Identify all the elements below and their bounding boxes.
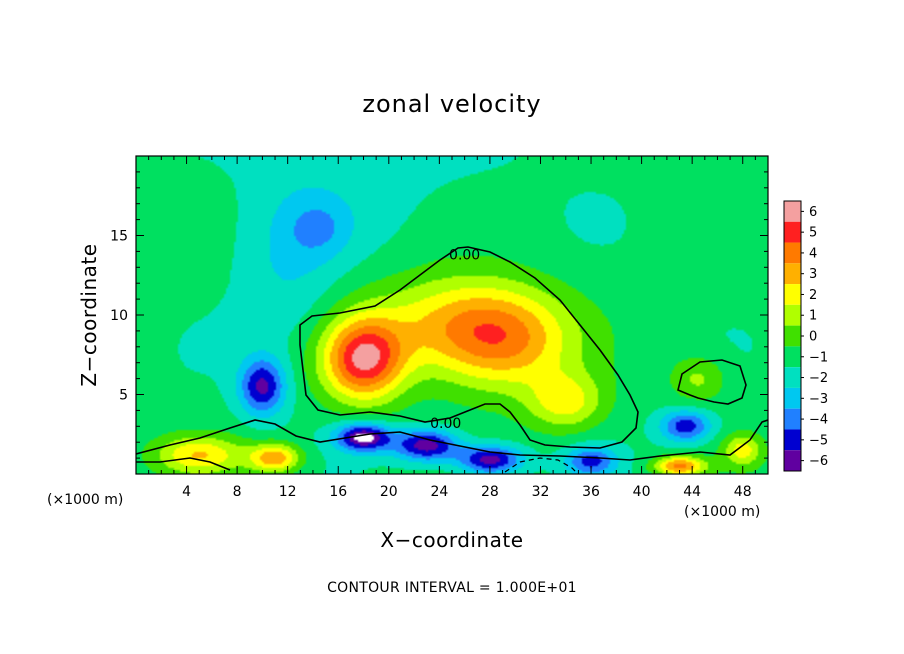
colorbar-label-0: 6 (809, 205, 817, 220)
y-tick-label-5: 5 (119, 388, 128, 404)
colorbar-swatch-5 (784, 304, 801, 326)
zero-contour-main (299, 246, 639, 449)
colorbar-swatch-9 (784, 387, 801, 409)
chart-title: zonal velocity (362, 90, 541, 118)
y-tick-label-15: 15 (110, 229, 128, 245)
zero-contours (136, 246, 768, 474)
colorbar-swatch-11 (784, 429, 801, 451)
colorbar-label-3: 3 (809, 267, 817, 282)
contour-interval-note: CONTOUR INTERVAL = 1.000E+01 (327, 580, 577, 596)
negative-contour-dashed (504, 457, 579, 474)
x-tick-label-28: 28 (481, 484, 499, 500)
colorbar-swatch-8 (784, 367, 801, 388)
x-axis-label: X−coordinate (380, 528, 523, 552)
x-tick-label-44: 44 (683, 484, 701, 500)
x-tick-label-32: 32 (532, 484, 550, 500)
colorbar-swatch-3 (784, 263, 801, 285)
x-axis-ticks: 4 8 12 16 20 24 28 32 36 40 44 48 (148, 156, 756, 500)
colorbar-label-2: 4 (809, 246, 817, 261)
colorbar-swatch-7 (784, 346, 801, 368)
x-unit-left: (×1000 m) (47, 492, 123, 508)
colorbar-swatch-2 (784, 242, 801, 264)
x-tick-label-40: 40 (633, 484, 651, 500)
zero-contour-left-edge (136, 457, 231, 471)
colorbar-label-7: −1 (809, 350, 828, 365)
zero-contour-right-loop (677, 359, 747, 405)
colorbar-swatch-4 (784, 284, 801, 305)
colorbar-label-5: 1 (809, 309, 817, 324)
x-tick-label-8: 8 (233, 484, 242, 500)
colorbar-label-11: −5 (809, 433, 828, 448)
x-tick-label-16: 16 (329, 484, 347, 500)
colorbar: 6 5 4 3 2 1 0 −1 −2 −3 −4 −5 −6 (783, 200, 828, 472)
colorbar-swatch-1 (784, 221, 801, 243)
x-tick-label-12: 12 (279, 484, 297, 500)
colorbar-label-12: −6 (809, 454, 828, 469)
y-tick-label-10: 10 (110, 308, 128, 324)
colorbar-swatch-12 (784, 450, 801, 471)
velocity-field (136, 156, 768, 474)
colorbar-label-6: 0 (809, 330, 817, 345)
contour-label-0: 0.00 (449, 248, 480, 264)
y-axis-label: Z−coordinate (77, 243, 101, 386)
x-tick-label-20: 20 (380, 484, 398, 500)
colorbar-label-4: 2 (809, 288, 817, 303)
x-tick-label-24: 24 (430, 484, 448, 500)
contour-labels: 0.00 0.00 (430, 248, 480, 433)
y-axis-ticks: 5 10 15 (110, 171, 768, 459)
colorbar-label-10: −4 (809, 413, 828, 428)
x-tick-label-48: 48 (734, 484, 752, 500)
x-tick-label-4: 4 (182, 484, 191, 500)
colorbar-swatch-0 (784, 201, 801, 222)
colorbar-swatch-6 (784, 325, 801, 347)
zero-contour-ground (136, 419, 768, 461)
colorbar-label-9: −3 (809, 392, 828, 407)
contour-label-1: 0.00 (430, 416, 461, 432)
colorbar-label-1: 5 (809, 226, 817, 241)
x-unit-right: (×1000 m) (684, 504, 760, 520)
colorbar-label-8: −2 (809, 371, 828, 386)
colorbar-swatch-10 (784, 408, 801, 430)
x-tick-label-36: 36 (582, 484, 600, 500)
